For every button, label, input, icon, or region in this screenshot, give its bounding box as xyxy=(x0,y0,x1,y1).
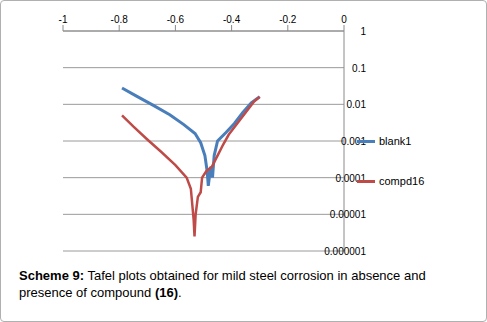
svg-text:0.01: 0.01 xyxy=(347,99,367,110)
svg-text:-1: -1 xyxy=(59,14,68,25)
svg-text:1: 1 xyxy=(360,26,366,37)
svg-text:0: 0 xyxy=(341,14,347,25)
html-text:blank1: blank1 xyxy=(379,135,412,147)
svg-text:0.00001: 0.00001 xyxy=(330,209,367,220)
svg-text:0.000001: 0.000001 xyxy=(324,246,366,257)
svg-text:0.0001: 0.0001 xyxy=(335,172,366,184)
svg-text:0.1: 0.1 xyxy=(352,63,366,74)
svg-text:-0.4: -0.4 xyxy=(223,14,241,25)
svg-text:0.001: 0.001 xyxy=(341,136,366,147)
html-text:compd16: compd16 xyxy=(379,175,425,187)
svg-text:-0.8: -0.8 xyxy=(111,14,129,25)
svg-text:-0.2: -0.2 xyxy=(279,14,297,25)
svg-text:-0.6: -0.6 xyxy=(167,14,185,25)
html-text:Scheme 9: Tafel plots obtained: Scheme 9: Tafel plots obtained for mild … xyxy=(19,268,426,300)
